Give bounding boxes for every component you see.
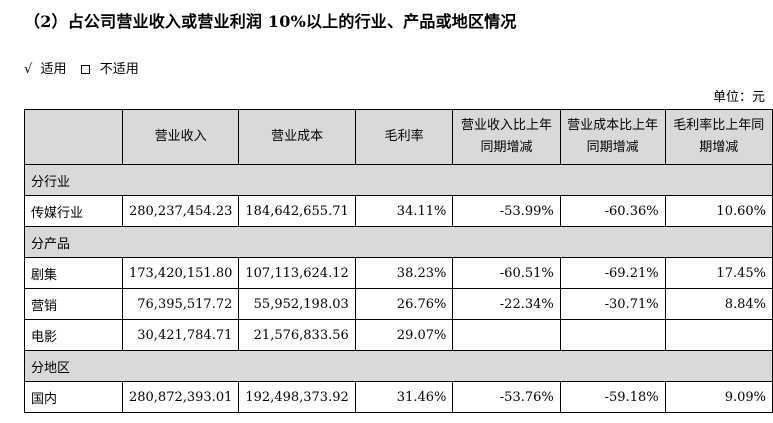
row-label: 营销: [24, 288, 123, 320]
cost-cell: 21,576,833.56: [238, 319, 356, 351]
section-row-industry: 分行业: [24, 164, 773, 196]
margin-cell: 31.46%: [354, 381, 454, 413]
cost-yoy-cell: -60.36%: [559, 195, 666, 227]
header-margin-yoy: 毛利率比上年同 期增减: [664, 109, 773, 165]
cost-cell: 107,113,624.12: [238, 257, 356, 289]
header-cost-yoy: 营业成本比上年 同期增减: [559, 109, 666, 165]
revenue-yoy-cell: -60.51%: [452, 257, 561, 289]
not-applicable-label: 不适用: [99, 62, 139, 77]
header-revenue-yoy: 营业收入比上年 同期增减: [452, 109, 561, 165]
section-title: 分行业: [24, 164, 773, 196]
margin-yoy-cell: 10.60%: [664, 195, 773, 227]
header-revenue: 营业收入: [121, 109, 240, 165]
revenue-cell: 280,872,393.01: [121, 381, 240, 413]
section-title: 分产品: [24, 226, 773, 258]
check-mark-icon: √: [24, 62, 33, 77]
row-label: 剧集: [24, 257, 123, 289]
cost-yoy-cell: [559, 319, 666, 351]
revenue-cell: 280,237,454.23: [121, 195, 240, 227]
row-label: 传媒行业: [24, 195, 123, 227]
margin-yoy-cell: 8.84%: [664, 288, 773, 320]
table-row: 电影 30,421,784.71 21,576,833.56 29.07%: [24, 319, 773, 351]
revenue-yoy-cell: [452, 319, 561, 351]
table-row: 营销 76,395,517.72 55,952,198.03 26.76% -2…: [24, 288, 773, 320]
margin-yoy-cell: 9.09%: [664, 381, 773, 413]
applicable-label: 适用: [40, 62, 67, 77]
cost-yoy-cell: -30.71%: [559, 288, 666, 320]
unit-label: 单位：元: [712, 90, 765, 105]
cost-yoy-cell: -69.21%: [559, 257, 666, 289]
margin-cell: 34.11%: [354, 195, 454, 227]
section-heading: （2）占公司营业收入或营业利润 10%以上的行业、产品或地区情况: [24, 12, 517, 31]
applicability-line: √ 适用 不适用: [24, 58, 139, 77]
header-cost: 营业成本: [238, 109, 356, 165]
margin-yoy-cell: [664, 319, 773, 351]
revenue-cell: 30,421,784.71: [121, 319, 240, 351]
cost-cell: 192,498,373.92: [238, 381, 356, 413]
row-label: 国内: [24, 381, 123, 413]
cost-cell: 184,642,655.71: [238, 195, 356, 227]
revenue-yoy-cell: -22.34%: [452, 288, 561, 320]
revenue-yoy-cell: -53.76%: [452, 381, 561, 413]
segment-table: 营业收入 营业成本 毛利率 营业收入比上年 同期增减 营业成本比上年 同期增减 …: [24, 109, 773, 413]
revenue-yoy-cell: -53.99%: [452, 195, 561, 227]
margin-cell: 26.76%: [354, 288, 454, 320]
section-row-product: 分产品: [24, 226, 773, 258]
margin-cell: 38.23%: [354, 257, 454, 289]
revenue-cell: 76,395,517.72: [121, 288, 240, 320]
margin-cell: 29.07%: [354, 319, 454, 351]
table-row: 剧集 173,420,151.80 107,113,624.12 38.23% …: [24, 257, 773, 289]
cost-yoy-cell: -59.18%: [559, 381, 666, 413]
revenue-cell: 173,420,151.80: [121, 257, 240, 289]
row-label: 电影: [24, 319, 123, 351]
cost-cell: 55,952,198.03: [238, 288, 356, 320]
header-row: 营业收入 营业成本 毛利率 营业收入比上年 同期增减 营业成本比上年 同期增减 …: [24, 109, 773, 165]
margin-yoy-cell: 17.45%: [664, 257, 773, 289]
table-row: 传媒行业 280,237,454.23 184,642,655.71 34.11…: [24, 195, 773, 227]
header-gross-margin: 毛利率: [354, 109, 454, 165]
empty-checkbox-icon: [80, 64, 90, 74]
section-row-region: 分地区: [24, 350, 773, 382]
table-row: 国内 280,872,393.01 192,498,373.92 31.46% …: [24, 381, 773, 413]
section-title: 分地区: [24, 350, 773, 382]
header-cell-empty: [24, 109, 123, 165]
